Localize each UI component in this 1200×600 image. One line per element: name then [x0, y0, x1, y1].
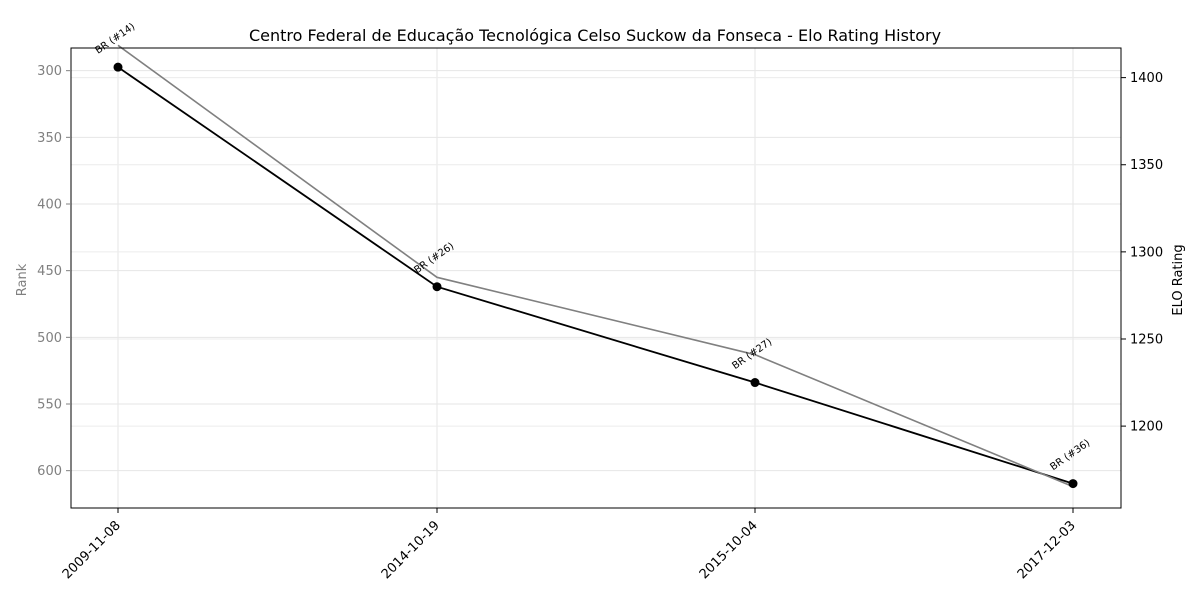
series-lines	[117, 44, 1074, 488]
point-annotation: BR (#27)	[730, 337, 774, 372]
right-tick-label: 1300	[1130, 245, 1163, 260]
rank-line	[117, 44, 1074, 488]
left-axis-label: Rank	[15, 263, 30, 296]
right-tick-label: 1200	[1130, 420, 1163, 435]
right-tick-label: 1400	[1130, 71, 1163, 86]
plot-frame	[70, 47, 1122, 509]
right-axis-label: ELO Rating	[1171, 244, 1186, 315]
left-tick-label: 450	[37, 264, 62, 279]
x-tick-label: 2009-11-08	[60, 518, 124, 582]
right-tick-label: 1250	[1130, 332, 1163, 347]
point-annotation: BR (#14)	[93, 21, 137, 56]
left-tick-label: 400	[37, 198, 62, 213]
left-tick-label: 550	[37, 398, 62, 413]
elo-point	[113, 62, 123, 72]
series-markers	[113, 62, 1078, 489]
elo-point	[750, 378, 760, 388]
elo-point	[1068, 479, 1078, 489]
left-axis-ticks: 300 350 400 450 500 550 600	[37, 64, 71, 479]
x-axis-ticks: 2009-11-08 2014-10-19 2015-10-04 2017-12-03	[60, 508, 1079, 582]
left-tick-label: 300	[37, 64, 62, 79]
right-axis-ticks: 1200 1250 1300 1350 1400	[1121, 71, 1163, 435]
point-annotation: BR (#36)	[1048, 438, 1092, 473]
x-tick-label: 2015-10-04	[697, 518, 761, 582]
point-annotations: BR (#14)BR (#26)BR (#27)BR (#36)	[93, 21, 1092, 473]
left-tick-label: 350	[37, 131, 62, 146]
chart-title: Centro Federal de Educação Tecnológica C…	[249, 26, 941, 45]
grid-lines	[71, 48, 1121, 508]
right-tick-label: 1350	[1130, 158, 1163, 173]
left-tick-label: 500	[37, 331, 62, 346]
elo-point	[432, 282, 442, 292]
x-tick-label: 2014-10-19	[379, 518, 443, 582]
left-tick-label: 600	[37, 464, 62, 479]
x-tick-label: 2017-12-03	[1015, 518, 1079, 582]
elo-rating-line	[117, 66, 1074, 485]
